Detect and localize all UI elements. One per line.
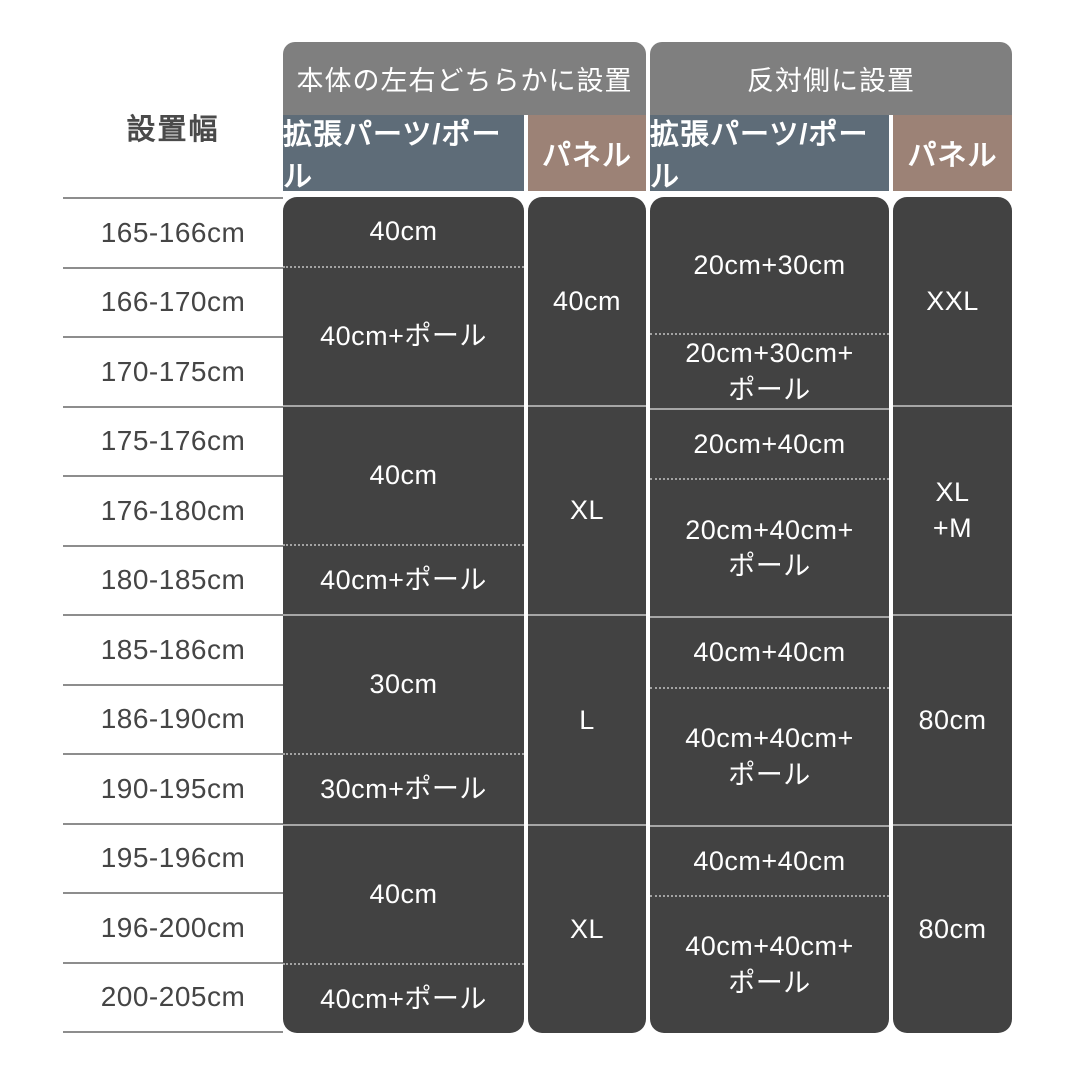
width-column: 165-166cm 166-170cm 170-175cm 175-176cm … xyxy=(63,197,283,1033)
subheader-right-extension: 拡張パーツ/ポール xyxy=(650,115,889,193)
cell-left-panel: L xyxy=(528,616,646,826)
width-row-label: 165-166cm xyxy=(63,197,283,267)
cell-right-extension: 20cm+30cm xyxy=(650,197,889,336)
cell-right-extension: 20cm+40cm xyxy=(650,410,889,481)
group-header-opposite-side: 反対側に設置 xyxy=(650,42,1012,115)
width-row-label: 196-200cm xyxy=(63,892,283,962)
width-row-label: 185-186cm xyxy=(63,614,283,684)
cell-left-extension: 40cm+ポール xyxy=(320,983,487,1014)
cell-left-extension: 40cm xyxy=(283,197,524,268)
cell-left-panel: XL xyxy=(569,914,605,945)
cell-right-extension: 40cm+40cm+ ポール xyxy=(650,689,889,827)
width-row-label: 175-176cm xyxy=(63,405,283,476)
cell-left-extension: 40cm xyxy=(283,407,524,546)
cell-right-extension: 20cm+30cm+ ポール xyxy=(650,335,889,411)
subheader-right-panel: パネル xyxy=(893,115,1012,191)
cell-left-extension: 40cm xyxy=(283,826,524,965)
cell-right-panel: 80cm xyxy=(893,616,1012,826)
cell-left-extension: 40cm+ポール xyxy=(283,268,524,407)
width-row-label: 180-185cm xyxy=(63,544,283,615)
column-left-extension: 40cm 40cm+ポール 40cm 40cm+ポール 30cm 30cm+ポー… xyxy=(283,197,524,1033)
column-left-panel: 40cm XL L XL xyxy=(528,197,646,1033)
width-row-label: 200-205cm xyxy=(63,961,283,1033)
subheader-left-panel: パネル xyxy=(528,115,646,191)
width-row-label: 176-180cm xyxy=(63,475,283,545)
cell-left-extension: 40cm+ポール xyxy=(283,546,524,616)
subheader-left-extension: 拡張パーツ/ポール xyxy=(283,115,524,193)
cell-right-extension: 40cm+40cm xyxy=(650,827,889,897)
width-row-label: 186-190cm xyxy=(63,683,283,754)
width-row-label: 190-195cm xyxy=(63,753,283,823)
group-header-same-side: 本体の左右どちらかに設置 xyxy=(283,42,646,115)
cell-right-extension: 20cm+40cm+ ポール xyxy=(650,480,889,619)
column-right-extension: 20cm+30cm 20cm+30cm+ ポール 20cm+40cm 20cm+… xyxy=(650,197,889,1033)
width-row-label: 195-196cm xyxy=(63,822,283,893)
cell-right-extension: 40cm+40cm xyxy=(650,618,889,689)
cell-right-extension: 40cm+40cm+ ポール xyxy=(685,931,854,998)
column-right-panel: XXL XL +M 80cm 80cm xyxy=(893,197,1012,1033)
cell-left-extension: 30cm xyxy=(283,616,524,755)
cell-left-panel: 40cm xyxy=(528,197,646,407)
cell-right-panel: XL +M xyxy=(893,407,1012,616)
cell-left-extension: 30cm+ポール xyxy=(283,755,524,826)
cell-right-panel: XXL xyxy=(893,197,1012,407)
width-row-label: 170-175cm xyxy=(63,336,283,406)
width-column-header: 設置幅 xyxy=(126,114,220,146)
width-row-label: 166-170cm xyxy=(63,266,283,337)
cell-right-panel: 80cm xyxy=(918,914,987,945)
cell-left-panel: XL xyxy=(528,407,646,616)
